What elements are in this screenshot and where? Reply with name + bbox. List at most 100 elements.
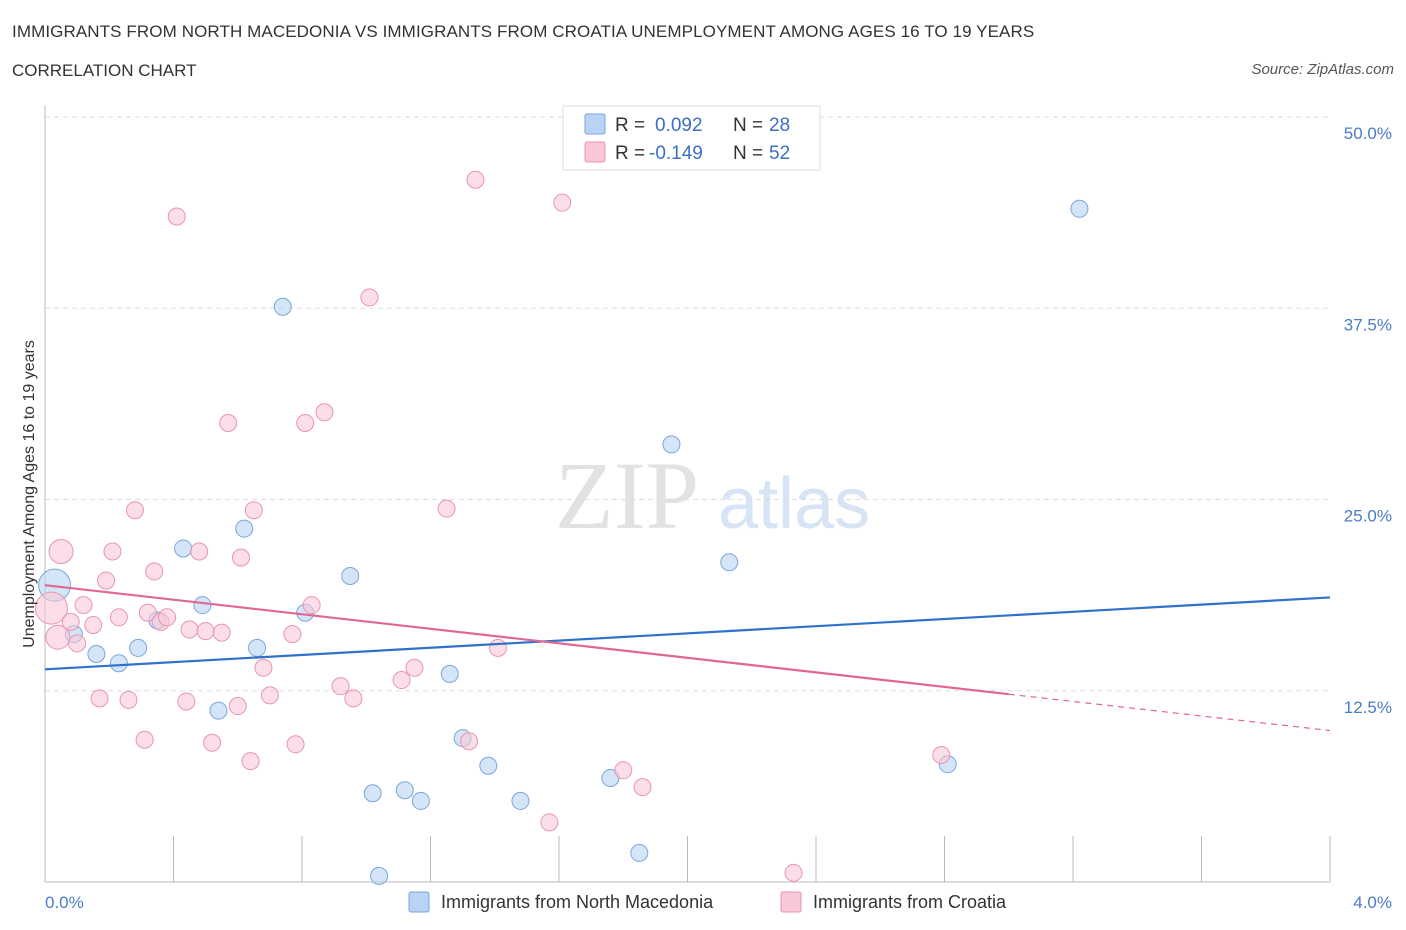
- blue-point-14: [363, 784, 382, 803]
- watermark: ZIP atlas: [555, 442, 870, 549]
- pink-point-41: [405, 658, 424, 677]
- pink-trend-line: [44, 584, 1009, 696]
- pink-point-26: [228, 697, 247, 716]
- pink-point-18: [167, 207, 186, 226]
- pink-point-50: [784, 863, 803, 882]
- y-tick-labels: 12.5% 25.0% 37.5% 50.0%: [1344, 124, 1392, 717]
- legend-r-label-pink: R =: [615, 143, 645, 164]
- pink-point-31: [260, 686, 279, 705]
- blue-point-11: [273, 297, 292, 316]
- pink-point-29: [244, 501, 263, 520]
- pink-point-40: [392, 671, 411, 690]
- pink-point-25: [219, 414, 238, 432]
- x-tick-label-1: 4.0%: [1353, 893, 1392, 912]
- series-legend: Immigrants from North Macedonia Immigran…: [408, 891, 1007, 913]
- pink-point-13: [135, 730, 154, 749]
- blue-point-24: [662, 435, 681, 454]
- pink-point-8: [97, 571, 116, 590]
- blue-point-3: [109, 654, 128, 673]
- watermark-atlas: atlas: [718, 464, 870, 544]
- pink-point-51: [932, 746, 951, 765]
- y-tick-label-2: 37.5%: [1344, 315, 1392, 334]
- pink-point-39: [360, 288, 379, 307]
- pink-point-9: [103, 542, 122, 561]
- x-tick-labels: 0.0% 4.0%: [45, 893, 1392, 912]
- blue-trend-line: [44, 596, 1331, 671]
- blue-point-17: [411, 791, 430, 810]
- legend-swatch-pink: [584, 141, 606, 163]
- blue-point-8: [209, 701, 228, 720]
- pink-point-3: [61, 612, 80, 631]
- watermark-zip: ZIP: [555, 442, 699, 549]
- pink-point-42: [437, 499, 456, 518]
- pink-point-45: [488, 638, 507, 657]
- legend-swatch-blue: [584, 113, 606, 135]
- correlation-legend: R = 0.092 N = 28 R = -0.149 N = 52: [562, 105, 821, 171]
- blue-point-2: [87, 645, 106, 664]
- pink-point-12: [125, 501, 144, 520]
- axes: [44, 105, 1331, 883]
- grid-lines: [45, 116, 1330, 692]
- x-tick-label-0: 0.0%: [45, 893, 84, 912]
- pink-point-44: [460, 732, 479, 751]
- pink-point-30: [254, 658, 273, 677]
- blue-point-21: [511, 791, 530, 810]
- y-axis-label: Unemployment Among Ages 16 to 19 years: [21, 340, 38, 648]
- blue-point-13: [341, 567, 360, 585]
- pink-point-20: [180, 620, 199, 639]
- bottom-legend-label-pink: Immigrants from Croatia: [813, 892, 1007, 912]
- bottom-legend-swatch-blue: [408, 891, 430, 913]
- y-tick-label-0: 12.5%: [1344, 698, 1392, 717]
- legend-n-label-pink: N =: [733, 143, 763, 164]
- pink-point-35: [302, 596, 321, 615]
- pink-point-10: [109, 608, 128, 627]
- legend-r-value-blue: 0.092: [655, 115, 703, 136]
- blue-point-7: [193, 596, 212, 615]
- blue-point-18: [440, 664, 459, 683]
- blue-point-9: [235, 519, 254, 538]
- pink-point-7: [90, 689, 109, 708]
- legend-r-value-pink: -0.149: [649, 143, 703, 164]
- pink-point-43: [466, 170, 485, 189]
- trend-lines: [44, 584, 1331, 732]
- pink-point-27: [231, 548, 250, 567]
- legend-n-value-blue: 28: [769, 115, 790, 136]
- legend-n-label-blue: N =: [733, 115, 763, 136]
- series-croatia: [34, 170, 951, 882]
- pink-point-48: [614, 761, 633, 780]
- bottom-legend-label-blue: Immigrants from North Macedonia: [441, 892, 714, 912]
- pink-point-15: [145, 562, 164, 581]
- pink-point-0: [34, 591, 68, 625]
- pink-point-33: [286, 735, 305, 754]
- pink-trend-line-dashed: [1008, 693, 1331, 732]
- pink-point-24: [212, 623, 231, 642]
- pink-point-6: [84, 615, 103, 634]
- blue-point-4: [129, 638, 148, 657]
- pink-point-32: [283, 625, 302, 644]
- pink-point-17: [158, 608, 177, 627]
- pink-point-37: [331, 677, 350, 696]
- pink-point-11: [119, 690, 138, 709]
- pink-point-19: [177, 692, 196, 711]
- pink-point-47: [553, 193, 572, 212]
- chart-title: IMMIGRANTS FROM NORTH MACEDONIA VS IMMIG…: [12, 22, 1035, 41]
- chart-subtitle: CORRELATION CHART: [12, 61, 197, 80]
- legend-r-label-blue: R =: [615, 115, 645, 136]
- pink-point-4: [68, 634, 87, 653]
- legend-box: [562, 105, 821, 171]
- pink-point-36: [315, 403, 334, 422]
- y-tick-label-1: 25.0%: [1344, 507, 1392, 526]
- blue-point-6: [174, 539, 193, 558]
- pink-point-22: [196, 622, 215, 641]
- pink-point-28: [241, 752, 260, 771]
- pink-point-46: [540, 813, 559, 832]
- blue-point-16: [395, 781, 414, 800]
- bottom-legend-swatch-pink: [780, 891, 802, 913]
- blue-point-25: [720, 553, 739, 572]
- legend-n-value-pink: 52: [769, 143, 790, 164]
- blue-point-27: [1070, 199, 1089, 218]
- pink-point-38: [344, 689, 363, 708]
- pink-point-14: [138, 603, 157, 622]
- y-tick-label-3: 50.0%: [1344, 124, 1392, 143]
- pink-point-5: [74, 596, 93, 615]
